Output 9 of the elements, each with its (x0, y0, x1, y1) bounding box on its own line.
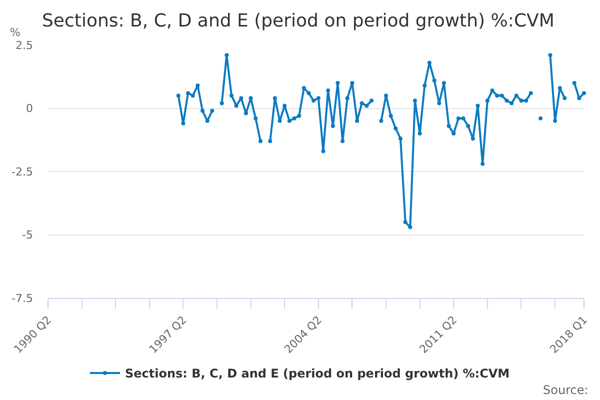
y-tick-label: 0 (26, 102, 33, 116)
chart-title: Sections: B, C, D and E (period on period growth) %:CVM (42, 10, 554, 32)
y-axis-title: % (10, 26, 20, 39)
source-note: Source: (543, 383, 588, 397)
y-tick-label: -5 (22, 228, 33, 242)
legend-label: Sections: B, C, D and E (period on period growth) %:CVM (125, 366, 510, 381)
y-tick-label: -2.5 (12, 165, 33, 178)
y-tick-label: -7.5 (12, 292, 33, 305)
y-tick-label: 2.5 (16, 38, 33, 52)
